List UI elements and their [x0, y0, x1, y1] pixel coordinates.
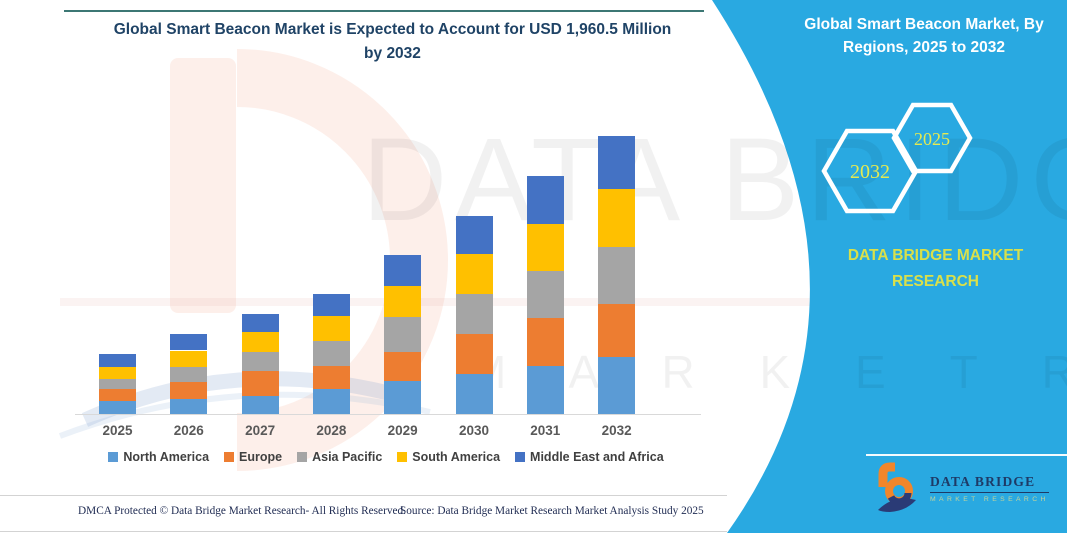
bar-segment [455, 294, 493, 335]
bar-segment [598, 303, 636, 358]
bar-segment [598, 136, 636, 189]
stacked-bar-plot [75, 117, 701, 415]
legend-swatch [108, 452, 119, 462]
bar-segment [455, 215, 493, 255]
bar-segment [99, 354, 136, 368]
bar-segment [526, 270, 564, 318]
x-axis-tick-label: 2027 [245, 423, 276, 438]
bar-segment [241, 314, 279, 333]
legend-item: South America [397, 450, 500, 464]
bar-segment [99, 389, 136, 401]
x-axis-tick-label: 2028 [316, 423, 347, 438]
chart-title-line1: Global Smart Beacon Market is Expected t… [113, 21, 672, 38]
legend-label: North America [123, 450, 210, 464]
legend-label: South America [412, 450, 501, 464]
bar-segment [241, 352, 279, 371]
x-axis-tick-label: 2026 [173, 423, 204, 438]
hex-year-2032: 2032 [850, 161, 890, 183]
bar-segment [455, 254, 493, 295]
bar-segment [312, 365, 350, 390]
source-note: Source: Data Bridge Market Research Mark… [400, 505, 704, 517]
bar-segment [99, 400, 136, 414]
legend-item: Asia Pacific [297, 450, 382, 464]
hex-year-2025: 2025 [914, 129, 950, 149]
x-axis-tick-label: 2025 [102, 423, 133, 438]
legend-label: Middle East and Africa [530, 450, 664, 464]
bar-segment [312, 315, 350, 341]
dbmr-logo: DATA BRIDGE MARKET RESEARCH [876, 461, 1049, 515]
legend-swatch [297, 452, 308, 462]
bar-segment [598, 247, 636, 304]
brand-name: DATA BRIDGE MARKET RESEARCH [818, 243, 1053, 294]
hexagon-2025 [891, 102, 973, 174]
footer-divider [0, 495, 727, 496]
bar-segment [598, 357, 636, 414]
bar-segment [312, 389, 350, 414]
bar-segment [384, 352, 422, 381]
legend-item: North America [108, 450, 209, 464]
x-axis-tick-label: 2030 [458, 423, 490, 438]
bar-segment [241, 332, 279, 353]
chart-title: Global Smart Beacon Market is Expected t… [70, 18, 715, 66]
bar-segment [170, 333, 208, 351]
x-axis-tick-label: 2029 [387, 423, 418, 438]
bar-segment [526, 365, 564, 414]
bar-segment [384, 380, 422, 414]
bar-segment [384, 255, 422, 286]
bar-segment [526, 317, 564, 366]
bar-segment [170, 350, 208, 368]
bar-segment [170, 398, 208, 414]
top-accent-line [64, 10, 704, 12]
bar-segment [526, 224, 564, 271]
bar-segment [455, 374, 493, 414]
chart-title-line2: by 2032 [364, 45, 421, 63]
band-title-line1: Global Smart Beacon Market, By [804, 16, 1044, 33]
logo-wordmark: DATA BRIDGE [930, 474, 1049, 493]
x-axis-tick-label: 2032 [601, 423, 632, 438]
legend-item: Middle East and Africa [515, 450, 664, 464]
logo-separator-line [866, 454, 1067, 456]
bar-segment [312, 340, 350, 366]
dbmr-logo-text: DATA BRIDGE MARKET RESEARCH [930, 474, 1049, 503]
legend-swatch [397, 452, 408, 462]
x-axis-tick-label: 2031 [530, 423, 561, 438]
bottom-edge-line [0, 531, 727, 532]
bar-segment [241, 370, 279, 396]
bar-segment [312, 294, 350, 316]
legend-swatch [515, 452, 526, 462]
logo-subtitle: MARKET RESEARCH [930, 495, 1049, 503]
legend-item: Europe [224, 450, 282, 464]
legend-swatch [224, 452, 235, 462]
bar-segment [526, 175, 564, 224]
x-axis-line [75, 414, 701, 415]
bar-segment [170, 367, 208, 383]
brand-line1: DATA BRIDGE MARKET [847, 247, 1024, 264]
brand-line2: RESEARCH [892, 272, 979, 290]
bar-segment [384, 285, 422, 318]
bar-segment [99, 378, 136, 390]
dbmr-logo-icon [878, 462, 916, 512]
band-title-line2: Regions, 2025 to 2032 [843, 39, 1005, 57]
bar-segment [170, 382, 208, 399]
bar-segment [384, 317, 422, 353]
legend-label: Europe [239, 450, 283, 464]
bar-segment [241, 395, 279, 414]
bar-segment [598, 188, 636, 248]
band-title: Global Smart Beacon Market, By Regions, … [795, 13, 1053, 60]
bar-segment [99, 367, 136, 379]
dmca-notice: DMCA Protected © Data Bridge Market Rese… [78, 505, 406, 517]
year-hexagons: 2032 2025 [821, 102, 973, 214]
bar-segment [455, 334, 493, 375]
legend: North America Europe Asia Pacific South Ame… [75, 450, 697, 464]
legend-label: Asia Pacific [312, 450, 383, 464]
